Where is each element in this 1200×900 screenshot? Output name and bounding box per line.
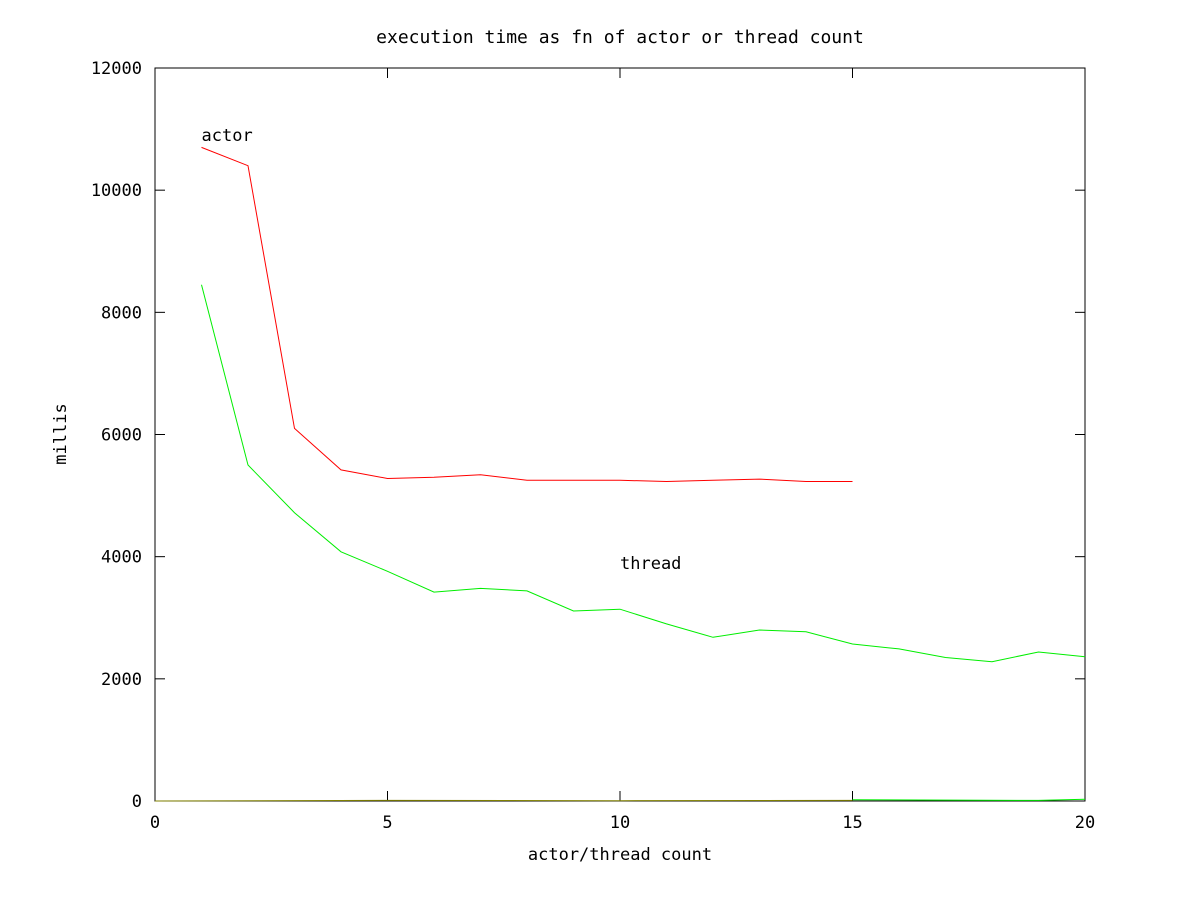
x-tick-label: 20 bbox=[1075, 813, 1095, 833]
series-line-4 bbox=[852, 798, 1086, 801]
y-tick-label: 8000 bbox=[101, 303, 142, 323]
x-tick-label: 5 bbox=[382, 813, 392, 833]
annotation-actor: actor bbox=[202, 126, 253, 146]
plot-frame bbox=[154, 67, 1086, 802]
annotation-thread: thread bbox=[620, 554, 681, 574]
axis-ticks: 0 5 10 15 20 0 2000 4000 6000 8000 10000 12000 bbox=[91, 59, 1095, 833]
y-tick-label: 10000 bbox=[91, 181, 142, 201]
y-axis-label: millis bbox=[51, 403, 71, 464]
y-tick-label: 2000 bbox=[101, 670, 142, 690]
x-tick-label: 15 bbox=[842, 813, 862, 833]
series-line-3 bbox=[154, 799, 853, 802]
x-tick-label: 0 bbox=[150, 813, 160, 833]
chart-title: execution time as fn of actor or thread … bbox=[376, 27, 864, 48]
series-annotations: actor thread bbox=[202, 126, 682, 574]
y-tick-label: 4000 bbox=[101, 548, 142, 568]
series-line-actor bbox=[201, 146, 853, 483]
data-series bbox=[154, 146, 1086, 802]
x-tick-label: 10 bbox=[610, 813, 630, 833]
x-axis-label: actor/thread count bbox=[528, 845, 712, 865]
y-tick-label: 6000 bbox=[101, 426, 142, 446]
y-tick-label: 0 bbox=[132, 792, 142, 812]
series-line-thread bbox=[201, 284, 1086, 663]
y-tick-label: 12000 bbox=[91, 59, 142, 79]
